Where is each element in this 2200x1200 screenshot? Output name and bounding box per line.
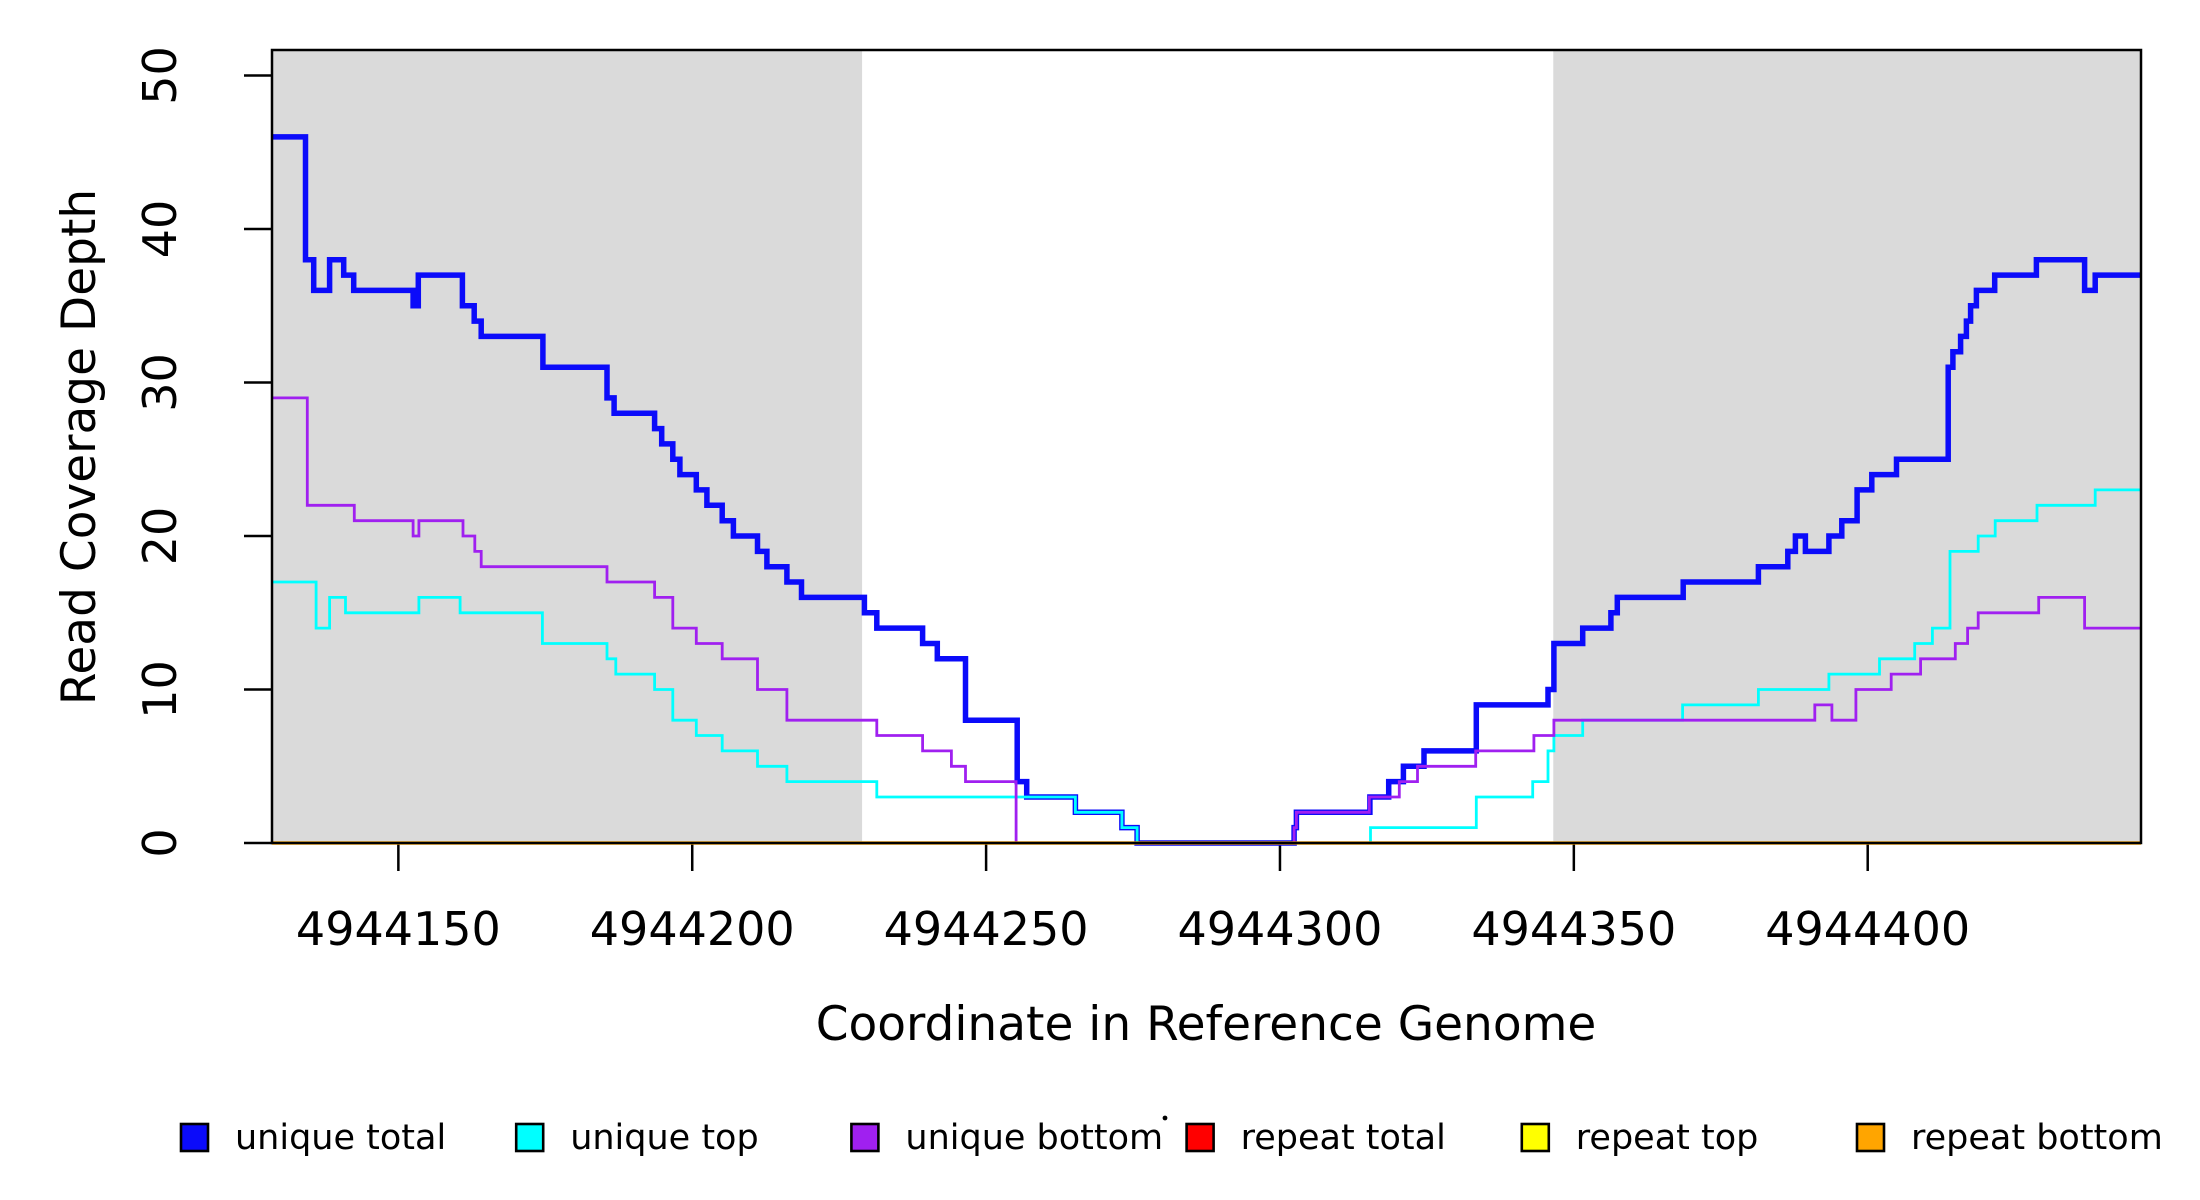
- x-tick-label: 4944300: [1178, 902, 1383, 956]
- series-unique-top: [272, 488, 2141, 845]
- legend-swatch-unique-bottom: [850, 1122, 880, 1153]
- stray-dot: [1162, 1115, 1168, 1121]
- legend-label: unique top: [570, 1118, 759, 1158]
- legend-item: unique top: [514, 1118, 759, 1158]
- y-tick-label: 40: [133, 200, 187, 259]
- x-axis-title: Coordinate in Reference Genome: [816, 997, 1597, 1052]
- y-tick-label: 30: [133, 353, 187, 412]
- x-tick-label: 4944400: [1765, 902, 1970, 956]
- plot-border: [270, 48, 2143, 845]
- legend-swatch-unique-total: [179, 1122, 210, 1153]
- legend-item: repeat total: [1185, 1118, 1446, 1158]
- axis-ticks: 4944150 4944200 4944250 4944300 4944350 49444…: [133, 46, 1970, 956]
- legend: unique total unique top unique bottom repea…: [179, 1115, 2163, 1158]
- legend-label: repeat top: [1576, 1118, 1759, 1158]
- legend-item: unique total: [179, 1118, 446, 1158]
- y-tick-label: 20: [133, 507, 187, 566]
- x-tick-label: 4944200: [590, 902, 795, 956]
- repeat-unique-shading: [272, 50, 2141, 843]
- legend-item: unique bottom: [850, 1118, 1163, 1158]
- shaded-region: [1553, 50, 2141, 843]
- series-unique-bottom: [272, 396, 2141, 845]
- legend-label: repeat bottom: [1911, 1118, 2163, 1158]
- y-tick-label: 0: [133, 828, 187, 857]
- legend-label: unique bottom: [905, 1118, 1163, 1158]
- legend-label: repeat total: [1241, 1118, 1446, 1158]
- shaded-region: [272, 50, 863, 843]
- legend-item: repeat bottom: [1855, 1118, 2163, 1158]
- legend-label: unique total: [235, 1118, 446, 1158]
- legend-swatch-repeat-top: [1520, 1122, 1551, 1153]
- legend-swatch-repeat-bottom: [1855, 1122, 1886, 1153]
- y-tick-label: 10: [133, 660, 187, 719]
- legend-item: repeat top: [1520, 1118, 1759, 1158]
- legend-swatch-repeat-total: [1185, 1122, 1215, 1153]
- y-axis-title: Read Coverage Depth: [52, 189, 107, 705]
- y-tick-label: 50: [133, 46, 187, 105]
- x-tick-label: 4944250: [884, 902, 1089, 956]
- x-tick-label: 4944150: [296, 902, 501, 956]
- x-tick-label: 4944350: [1471, 902, 1676, 956]
- legend-swatch-unique-top: [514, 1122, 545, 1153]
